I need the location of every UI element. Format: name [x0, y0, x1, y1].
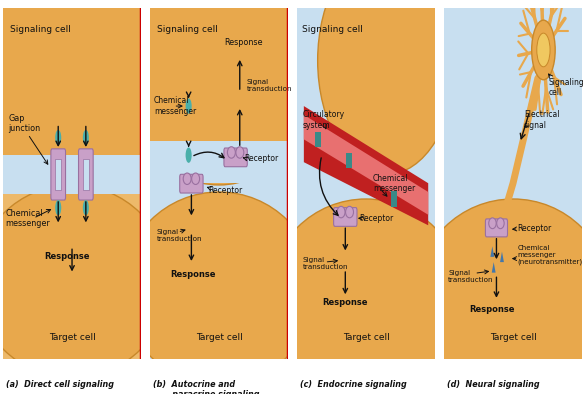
Text: (b)  Autocrine and
       paracrine signaling: (b) Autocrine and paracrine signaling [153, 379, 259, 394]
Text: Response: Response [225, 39, 263, 47]
Text: Receptor: Receptor [244, 154, 278, 163]
Circle shape [83, 200, 89, 216]
Circle shape [186, 147, 192, 163]
Bar [315, 132, 320, 147]
Bar [83, 159, 89, 190]
Text: Signal
transduction: Signal transduction [448, 269, 493, 282]
Ellipse shape [416, 199, 588, 392]
Circle shape [537, 33, 550, 67]
Circle shape [532, 20, 555, 80]
Ellipse shape [346, 206, 353, 218]
Ellipse shape [122, 192, 316, 385]
Ellipse shape [0, 185, 169, 378]
Text: Response: Response [45, 252, 90, 261]
Ellipse shape [236, 147, 244, 158]
Text: Response: Response [171, 270, 216, 279]
Polygon shape [304, 115, 428, 215]
Bar [390, 191, 397, 207]
Circle shape [55, 200, 61, 216]
Text: (d)  Neural signaling: (d) Neural signaling [447, 379, 539, 388]
Text: Signaling cell: Signaling cell [302, 26, 363, 34]
Polygon shape [492, 262, 496, 273]
Ellipse shape [497, 218, 504, 229]
Text: Signaling
cell: Signaling cell [549, 78, 584, 97]
Text: Target cell: Target cell [490, 333, 536, 342]
Polygon shape [304, 106, 428, 225]
Text: Signaling cell: Signaling cell [157, 26, 218, 34]
Text: Receptor: Receptor [208, 186, 242, 195]
Text: Circulatory
system: Circulatory system [302, 110, 345, 130]
FancyBboxPatch shape [224, 148, 248, 167]
Bar [346, 153, 352, 168]
Polygon shape [490, 246, 495, 257]
Text: Electrical
signal: Electrical signal [524, 110, 560, 130]
Ellipse shape [318, 0, 456, 175]
Text: Signal
transduction: Signal transduction [157, 229, 202, 242]
Text: Response: Response [469, 305, 514, 314]
Circle shape [83, 130, 89, 145]
FancyBboxPatch shape [51, 149, 65, 200]
Text: Chemical
messenger
(neurotransmitter): Chemical messenger (neurotransmitter) [517, 245, 582, 265]
Text: Target cell: Target cell [343, 333, 389, 342]
Circle shape [55, 130, 61, 145]
Ellipse shape [489, 218, 496, 229]
Bar [55, 159, 61, 190]
FancyBboxPatch shape [180, 174, 203, 193]
Text: Target cell: Target cell [49, 333, 95, 342]
Text: Chemical
messenger: Chemical messenger [373, 173, 415, 193]
Bar [3, 155, 141, 194]
Text: (c)  Endocrine signaling: (c) Endocrine signaling [300, 379, 406, 388]
Polygon shape [500, 252, 504, 262]
Text: Receptor: Receptor [359, 214, 393, 223]
Text: Signaling cell: Signaling cell [10, 26, 71, 34]
Text: (a)  Direct cell signaling: (a) Direct cell signaling [6, 379, 113, 388]
Ellipse shape [337, 206, 345, 218]
Text: Receptor: Receptor [517, 224, 552, 233]
Text: Signal
transduction: Signal transduction [302, 257, 348, 270]
Circle shape [186, 98, 192, 114]
Text: Chemical
messenger: Chemical messenger [6, 208, 51, 228]
FancyBboxPatch shape [486, 219, 507, 237]
Ellipse shape [122, 0, 316, 185]
Text: Target cell: Target cell [196, 333, 242, 342]
Ellipse shape [183, 173, 191, 184]
Bar [150, 141, 288, 183]
Text: Response: Response [322, 298, 368, 307]
Ellipse shape [0, 0, 169, 192]
Ellipse shape [228, 147, 235, 158]
Ellipse shape [192, 173, 199, 184]
Text: Signal
transduction: Signal transduction [247, 78, 292, 91]
Text: Gap
junction: Gap junction [8, 114, 41, 133]
FancyBboxPatch shape [79, 149, 93, 200]
Ellipse shape [269, 199, 463, 392]
Text: Chemical
messenger: Chemical messenger [154, 97, 196, 116]
FancyBboxPatch shape [333, 208, 357, 226]
